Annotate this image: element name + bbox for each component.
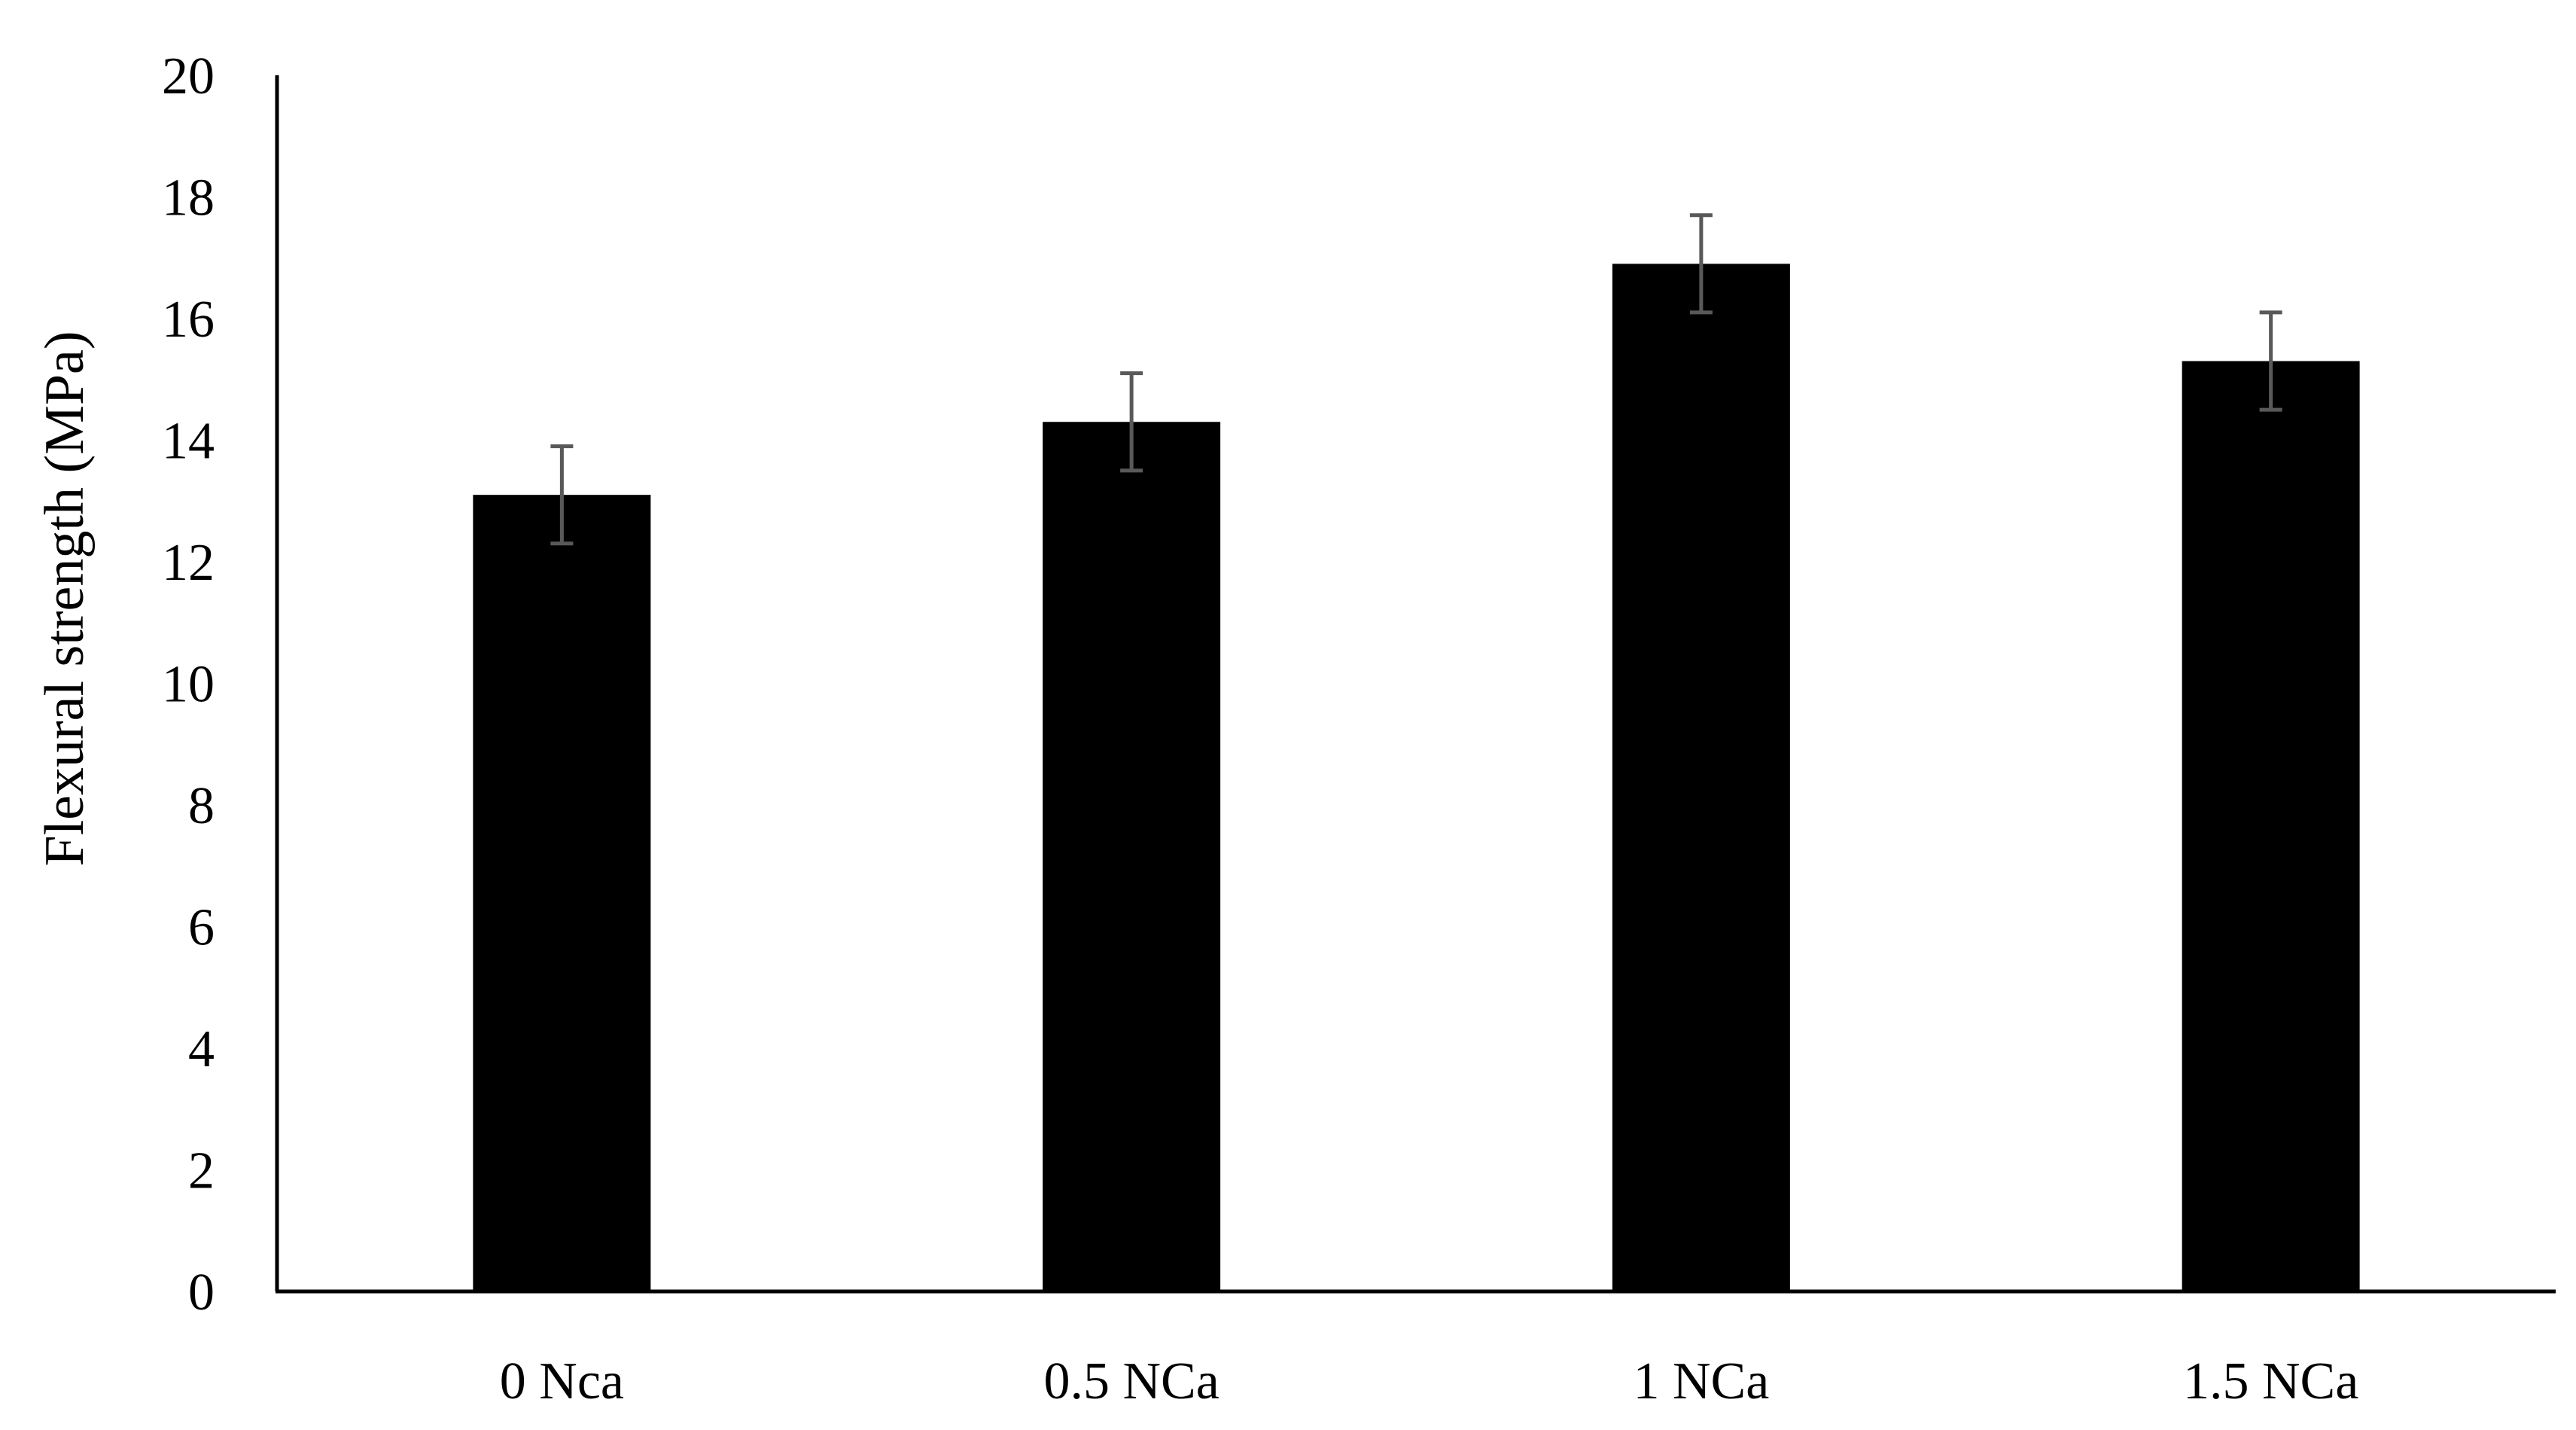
bar-2 xyxy=(1612,264,1790,1292)
error-bars xyxy=(550,213,2282,546)
y-tick-label-16: 16 xyxy=(162,291,215,349)
y-axis-title-group: Flexural strength (MPa) xyxy=(34,331,96,866)
bar-3 xyxy=(2182,361,2360,1291)
error-bar-3 xyxy=(2259,310,2282,412)
bar-1 xyxy=(1043,422,1221,1291)
y-tick-label-2: 2 xyxy=(188,1142,215,1200)
y-tick-label-12: 12 xyxy=(162,534,215,592)
x-tick-label-3: 1.5 NCa xyxy=(2183,1352,2358,1410)
x-tick-labels: 0 Nca 0.5 NCa 1 NCa 1.5 NCa xyxy=(500,1352,2359,1410)
y-tick-label-14: 14 xyxy=(162,413,215,471)
y-tick-label-4: 4 xyxy=(188,1020,215,1078)
x-tick-label-1: 0.5 NCa xyxy=(1043,1352,1219,1410)
y-tick-label-8: 8 xyxy=(188,777,215,835)
y-tick-label-18: 18 xyxy=(162,169,215,227)
error-bar-1 xyxy=(1120,371,1143,473)
y-tick-labels: 0 2 4 6 8 10 12 14 16 18 20 xyxy=(162,47,215,1322)
y-tick-label-10: 10 xyxy=(162,656,215,714)
error-bar-2 xyxy=(1689,213,1713,315)
x-tick-label-0: 0 Nca xyxy=(500,1352,624,1410)
bar-0 xyxy=(473,495,651,1291)
x-tick-label-2: 1 NCa xyxy=(1633,1352,1769,1410)
y-tick-label-6: 6 xyxy=(188,899,215,957)
axes xyxy=(275,75,2556,1294)
y-axis-title: Flexural strength (MPa) xyxy=(34,331,96,866)
y-tick-label-20: 20 xyxy=(162,47,215,105)
y-tick-label-0: 0 xyxy=(188,1264,215,1322)
bars xyxy=(473,264,2360,1292)
error-bar-0 xyxy=(550,444,574,546)
